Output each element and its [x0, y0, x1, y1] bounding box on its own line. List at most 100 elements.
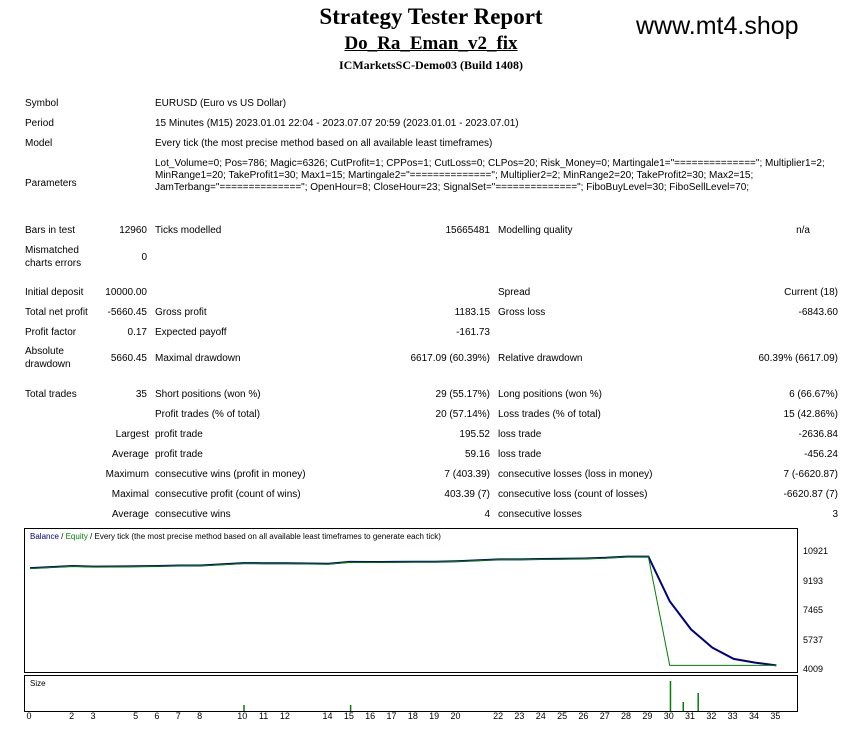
- expert-name: Do_Ra_Eman_v2_fix: [344, 33, 518, 54]
- x-tick-label: 7: [175, 711, 181, 721]
- x-tick-label: 19: [429, 711, 440, 721]
- absdd-label-2: drawdown: [25, 359, 71, 370]
- avg-consec-losses-value: 3: [832, 509, 838, 520]
- grossloss-value: -6843.60: [798, 307, 838, 318]
- watermark-text: www.mt4.shop: [636, 12, 799, 40]
- balance-equity-plot: [29, 555, 777, 667]
- x-tick-label: 22: [493, 711, 504, 721]
- quality-value: n/a: [796, 225, 810, 236]
- size-bar: [669, 681, 672, 711]
- maximum-label: Maximum: [105, 469, 149, 480]
- x-tick-label: 12: [279, 711, 290, 721]
- x-tick-label: 0: [26, 711, 32, 721]
- max-losses-value: 7 (-6620.87): [783, 469, 838, 480]
- period-value: 15 Minutes (M15) 2023.01.01 22:04 - 2023…: [155, 118, 519, 129]
- legend-equity: Equity: [65, 532, 88, 541]
- chart-legend: Balance / Equity / Every tick (the most …: [30, 532, 441, 541]
- avg-consec-label: Average: [111, 509, 149, 520]
- balance-chart-area: Balance / Equity / Every tick (the most …: [24, 528, 798, 712]
- legend-sep: /: [58, 532, 66, 541]
- average-profit-value: 59.16: [464, 449, 490, 460]
- x-tick-label: 28: [621, 711, 632, 721]
- x-tick-label: 25: [557, 711, 568, 721]
- size-label: Size: [30, 679, 46, 688]
- legend-description: / Every tick (the most precise method ba…: [87, 532, 441, 541]
- x-tick-label: 34: [748, 711, 759, 721]
- size-plot: [243, 681, 699, 711]
- spread-label: Spread: [498, 287, 531, 298]
- average-loss-value: -456.24: [804, 449, 838, 460]
- size-bar: [243, 705, 245, 711]
- x-tick-label: 35: [770, 711, 781, 721]
- maxdd-label: Maximal drawdown: [155, 353, 241, 364]
- y-tick-label: 10921: [803, 546, 829, 557]
- pf-label: Profit factor: [25, 327, 77, 338]
- size-chart: Size: [24, 675, 798, 712]
- payoff-value: -161.73: [456, 327, 490, 338]
- x-tick-label: 32: [706, 711, 717, 721]
- absdd-label-1: Absolute: [25, 346, 64, 357]
- maximal-label: Maximal: [111, 489, 149, 500]
- report-title: Strategy Tester Report: [319, 4, 543, 29]
- payoff-label: Expected payoff: [155, 327, 227, 338]
- bars-value: 12960: [119, 225, 147, 236]
- reldd-value: 60.39% (6617.09): [758, 353, 838, 364]
- y-tick-label: 5737: [803, 634, 824, 645]
- server-build: ICMarketsSC-Demo03 (Build 1408): [339, 58, 523, 72]
- quality-label: Modelling quality: [498, 225, 573, 236]
- size-bar: [697, 693, 699, 711]
- x-tick-label: 26: [578, 711, 589, 721]
- grossprofit-value: 1183.15: [454, 307, 490, 318]
- symbol-value: EURUSD (Euro vs US Dollar): [155, 98, 287, 109]
- average-label: Average: [111, 449, 149, 460]
- largest-profit-label: profit trade: [155, 429, 203, 440]
- max-wins-label: consecutive wins (profit in money): [155, 469, 306, 480]
- maximal-profit-label: consecutive profit (count of wins): [155, 489, 301, 500]
- x-tick-label: 18: [407, 711, 418, 721]
- x-tick-label: 30: [663, 711, 674, 721]
- deposit-value: 10000.00: [105, 287, 147, 298]
- largest-profit-value: 195.52: [459, 429, 490, 440]
- grossloss-label: Gross loss: [498, 307, 546, 318]
- parameters-value: Lot_Volume=0; Pos=786; Magic=6326; CutPr…: [155, 158, 825, 193]
- losstrades-value: 15 (42.86%): [783, 409, 838, 420]
- x-tick-label: 24: [535, 711, 546, 721]
- grossprofit-label: Gross profit: [155, 307, 207, 318]
- mismatch-value: 0: [141, 252, 147, 263]
- pf-value: 0.17: [127, 327, 147, 338]
- x-tick-label: 20: [450, 711, 461, 721]
- balance-equity-chart: Balance / Equity / Every tick (the most …: [24, 528, 798, 673]
- bars-label: Bars in test: [25, 225, 76, 236]
- x-tick-label: 29: [642, 711, 653, 721]
- profittrades-label: Profit trades (% of total): [155, 409, 261, 420]
- maximal-loss-value: -6620.87 (7): [783, 489, 838, 500]
- y-tick-label: 4009: [803, 664, 824, 674]
- balance-line: [29, 555, 777, 667]
- trades-value: 35: [135, 389, 147, 400]
- avg-consec-wins-value: 4: [484, 509, 490, 520]
- long-label: Long positions (won %): [498, 389, 602, 400]
- size-bar: [349, 705, 352, 711]
- average-loss-label: loss trade: [498, 449, 542, 460]
- model-value: Every tick (the most precise method base…: [155, 138, 493, 149]
- x-tick-label: 27: [599, 711, 610, 721]
- mismatch-label-1: Mismatched: [25, 245, 79, 256]
- x-tick-label: 11: [258, 711, 269, 721]
- largest-loss-label: loss trade: [498, 429, 542, 440]
- x-tick-label: 10: [237, 711, 248, 721]
- spread-value: Current (18): [784, 287, 838, 298]
- x-tick-label: 16: [365, 711, 376, 721]
- parameters-label: Parameters: [25, 178, 77, 189]
- equity-line: [29, 556, 777, 666]
- maxdd-value: 6617.09 (60.39%): [410, 353, 490, 364]
- legend-balance: Balance: [30, 532, 59, 541]
- max-losses-label: consecutive losses (loss in money): [498, 469, 653, 480]
- trades-label: Total trades: [25, 389, 77, 400]
- y-tick-label: 7465: [803, 605, 824, 616]
- period-label: Period: [25, 118, 54, 129]
- long-value: 6 (66.67%): [789, 389, 838, 400]
- average-profit-label: profit trade: [155, 449, 203, 460]
- avg-consec-wins-label: consecutive wins: [155, 509, 231, 520]
- x-tick-label: 6: [154, 711, 160, 721]
- x-tick-label: 2: [69, 711, 75, 721]
